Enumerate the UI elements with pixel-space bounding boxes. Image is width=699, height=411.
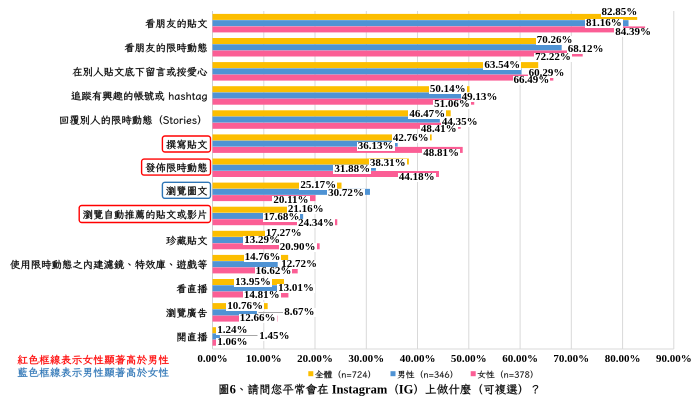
svg-text:6: 6: [230, 382, 236, 396]
svg-text:Instagram: Instagram: [332, 382, 388, 396]
svg-text:IG: IG: [399, 382, 414, 396]
